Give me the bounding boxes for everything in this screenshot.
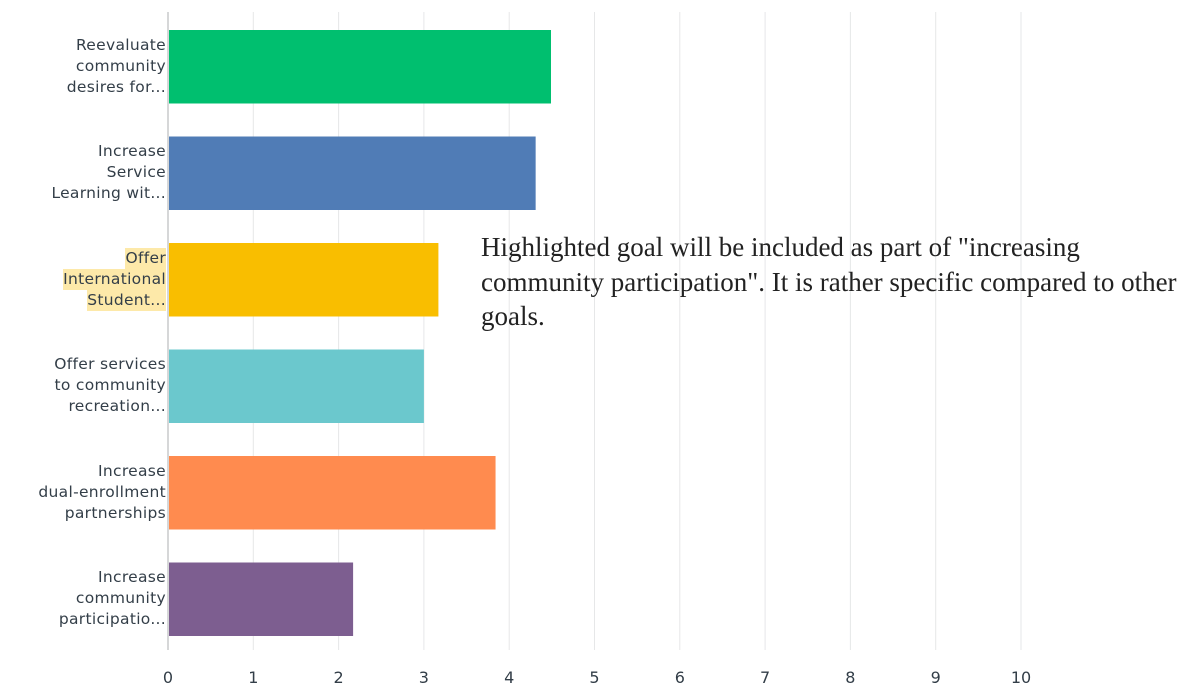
x-tick-label: 5 bbox=[589, 668, 599, 687]
chart-annotation: Highlighted goal will be included as par… bbox=[481, 232, 1177, 331]
bar-3 bbox=[169, 243, 439, 317]
category-label-line: dual-enrollment bbox=[38, 482, 166, 501]
x-tick-label: 0 bbox=[163, 668, 173, 687]
category-label-line: Learning wit... bbox=[51, 184, 166, 203]
gridlines bbox=[167, 12, 1022, 650]
x-tick-label: 2 bbox=[334, 668, 344, 687]
category-label-line: Increase bbox=[98, 568, 166, 587]
x-tick-label: 7 bbox=[760, 668, 770, 687]
category-label-5: Increase dual-enrollment partnerships bbox=[1, 461, 166, 524]
x-tick-label: 9 bbox=[931, 668, 941, 687]
category-label-line: Offer services bbox=[54, 355, 166, 374]
x-tick-label: 8 bbox=[845, 668, 855, 687]
x-tick-label: 6 bbox=[675, 668, 685, 687]
category-label-line: Increase bbox=[98, 461, 166, 480]
bar-5 bbox=[169, 456, 496, 530]
category-label-line: Service bbox=[106, 163, 166, 182]
category-label-line: Reevaluate bbox=[75, 35, 166, 54]
x-tick-label: 10 bbox=[1011, 668, 1031, 687]
category-label-line: Offer bbox=[125, 247, 166, 269]
category-label-line: desires for... bbox=[66, 77, 166, 96]
x-axis-ticks: 0 1 2 3 4 5 6 7 8 9 10 bbox=[163, 668, 1031, 687]
x-tick-label: 3 bbox=[419, 668, 429, 687]
category-label-line: recreation... bbox=[68, 397, 166, 416]
bar-6 bbox=[169, 562, 354, 636]
category-label-3: Offer International Student... bbox=[1, 247, 166, 311]
category-label-2: Increase Service Learning wit... bbox=[1, 141, 166, 204]
category-label-1: Reevaluate community desires for... bbox=[1, 35, 166, 98]
category-label-line: International bbox=[63, 268, 166, 290]
x-tick-label: 4 bbox=[504, 668, 514, 687]
category-label-6: Increase community participatio... bbox=[1, 567, 166, 630]
category-label-line: participatio... bbox=[58, 610, 166, 629]
category-label-line: community bbox=[75, 589, 166, 608]
category-label-line: Student... bbox=[87, 289, 166, 311]
category-label-line: Increase bbox=[98, 142, 166, 161]
x-tick-label: 1 bbox=[248, 668, 258, 687]
category-label-4: Offer services to community recreation... bbox=[1, 354, 166, 417]
bar-2 bbox=[169, 136, 536, 210]
category-label-line: to community bbox=[54, 376, 166, 395]
category-label-line: community bbox=[75, 56, 166, 75]
category-label-line: partnerships bbox=[64, 503, 166, 522]
bar-4 bbox=[169, 349, 424, 423]
bar-1 bbox=[169, 30, 551, 104]
bars bbox=[169, 30, 551, 636]
